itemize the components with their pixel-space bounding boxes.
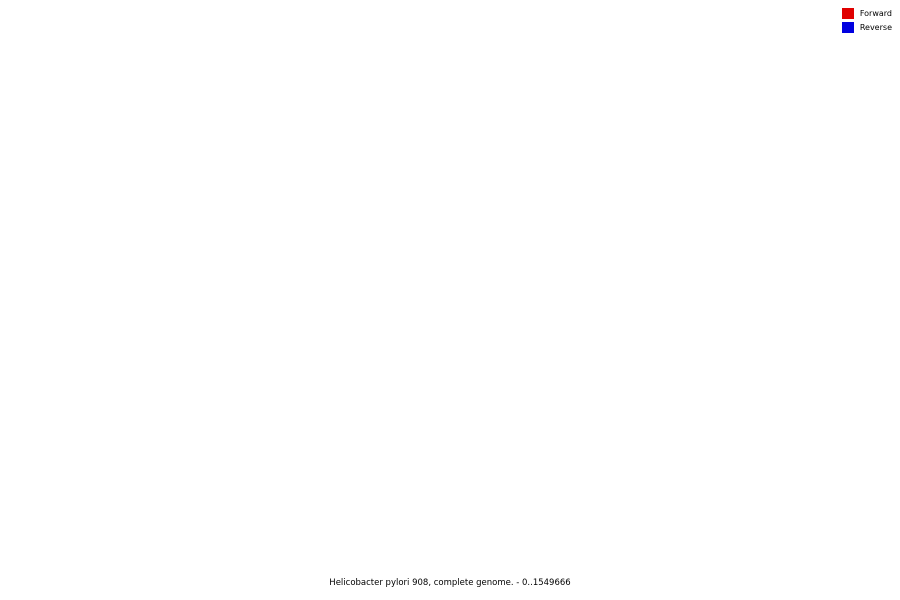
legend-reverse-label: Reverse: [859, 22, 892, 32]
forward-swatch: [841, 7, 854, 19]
legend-item-reverse: Reverse: [841, 20, 892, 34]
legend: Forward Reverse: [841, 6, 892, 34]
figure-caption: Helicobacter pylori 908, complete genome…: [329, 578, 571, 588]
reverse-swatch: [841, 21, 854, 33]
legend-forward-label: Forward: [859, 8, 892, 18]
legend-item-forward: Forward: [841, 6, 892, 20]
